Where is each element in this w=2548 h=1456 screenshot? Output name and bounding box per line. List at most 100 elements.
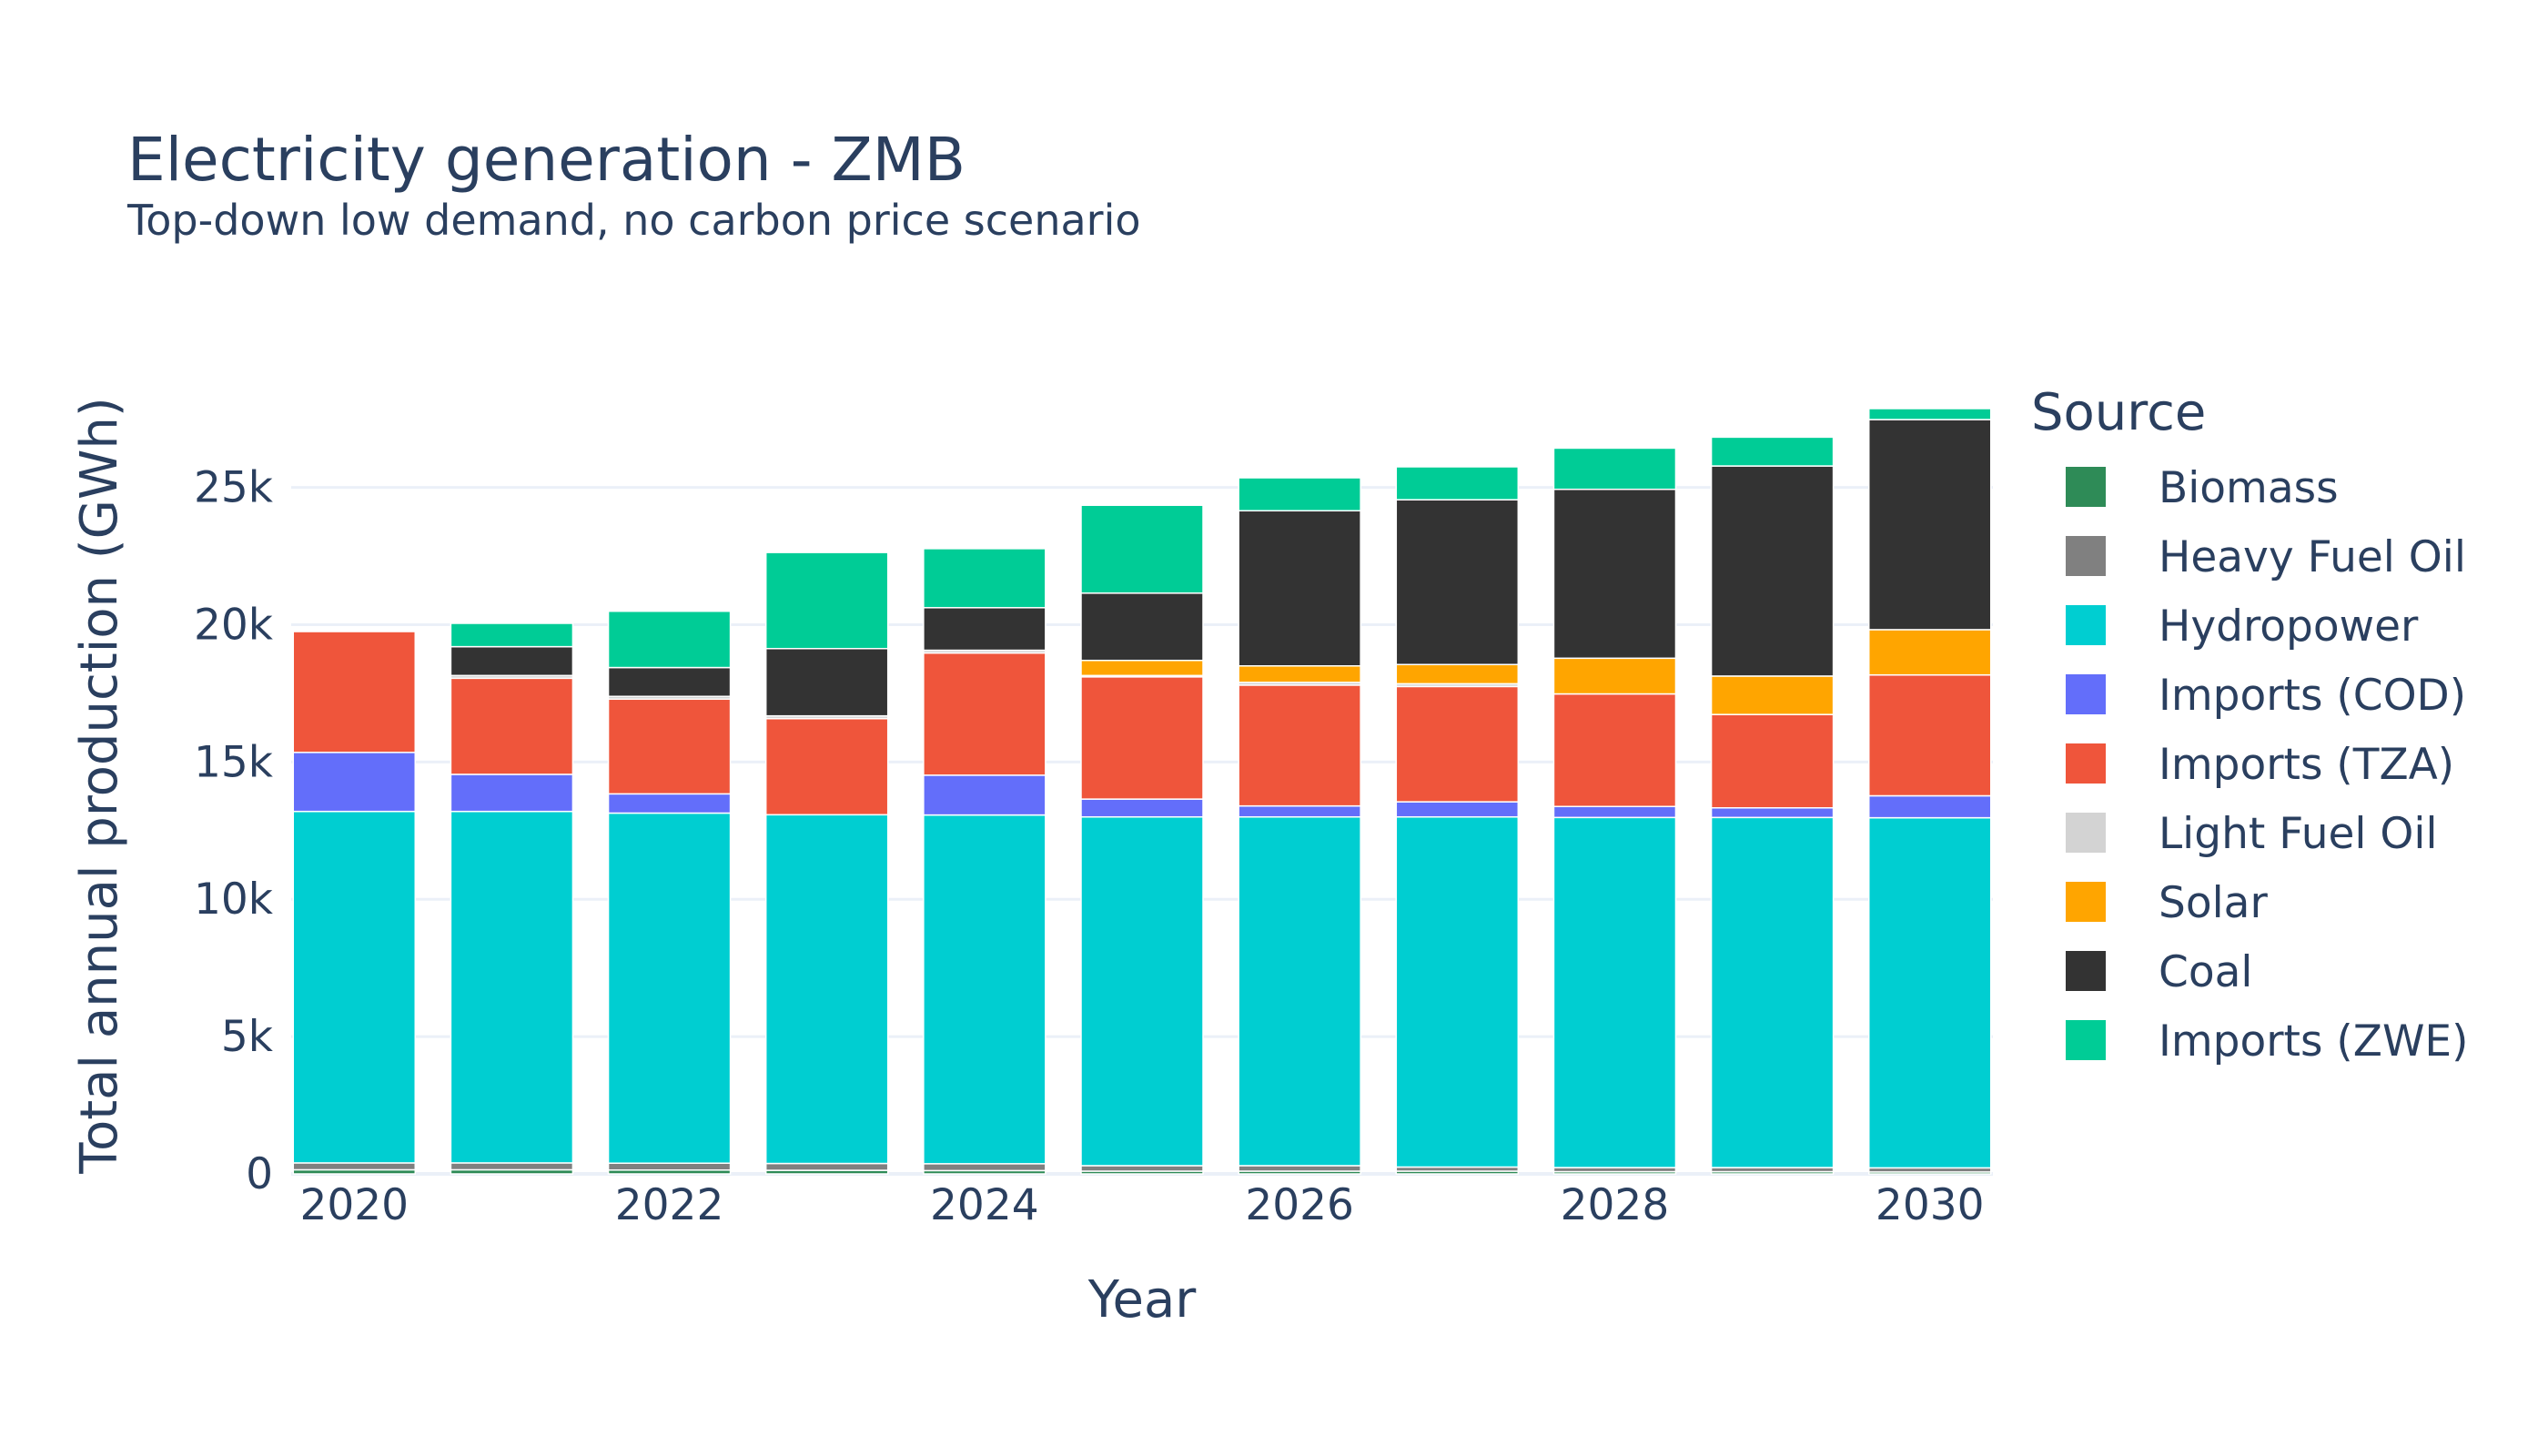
bar-segment: [1552, 816, 1677, 1168]
bar-segment: [607, 793, 732, 814]
legend-item[interactable]: Hydropower: [2066, 602, 2419, 652]
bars: [292, 408, 1992, 1175]
legend-label: Light Fuel Oil: [2159, 809, 2438, 859]
bar-segment: [1552, 693, 1677, 808]
bar-segment: [450, 645, 574, 677]
bar-segment: [1238, 510, 1361, 667]
bar-segment: [1710, 675, 1835, 715]
bar-segment: [1710, 465, 1835, 677]
legend-label: Hydropower: [2159, 602, 2419, 652]
bar-segment: [607, 666, 732, 697]
legend-item[interactable]: Coal: [2066, 947, 2252, 997]
legend-item[interactable]: Light Fuel Oil: [2066, 809, 2438, 859]
legend-swatch: [2066, 743, 2106, 784]
legend-swatch: [2066, 1020, 2106, 1060]
bar-segment: [1238, 804, 1361, 818]
bar-segment: [923, 814, 1046, 1165]
legend-label: Heavy Fuel Oil: [2159, 532, 2466, 582]
y-tick-label: 25k: [194, 463, 274, 513]
y-tick-label: 5k: [221, 1012, 274, 1062]
bar-segment: [764, 814, 889, 1165]
legend-swatch: [2066, 882, 2106, 922]
bar-segment: [1080, 504, 1204, 594]
bar-segment: [1552, 657, 1677, 695]
y-axis-title: Total annual production (GWh): [70, 397, 129, 1175]
x-tick-label: 2030: [1876, 1180, 1985, 1230]
bar-segment: [607, 1162, 732, 1171]
bar-segment: [1867, 419, 1992, 631]
legend-swatch: [2066, 813, 2106, 853]
bar-segment: [1710, 816, 1835, 1168]
bar-segment: [1238, 815, 1361, 1167]
legend: Biomass Heavy Fuel Oil Hydropower Imports (…: [2066, 463, 2468, 1067]
bar-segment: [1395, 685, 1520, 803]
bar-segment: [923, 774, 1046, 816]
legend-item[interactable]: Imports (ZWE): [2066, 1016, 2468, 1067]
legend-item[interactable]: Biomass: [2066, 463, 2339, 513]
bar-segment: [1867, 673, 1992, 797]
bar-segment: [1395, 663, 1520, 685]
bar-segment: [1710, 713, 1835, 809]
bar-segment: [764, 647, 889, 717]
legend-title: Source: [2031, 383, 2206, 442]
y-tick-label: 10k: [194, 875, 274, 925]
bar-segment: [450, 677, 574, 775]
bar-segment: [923, 607, 1046, 652]
legend-item[interactable]: Solar: [2066, 878, 2268, 928]
bar-segment: [923, 652, 1046, 776]
bar-segment: [1080, 659, 1204, 677]
bar-segment: [607, 812, 732, 1164]
legend-label: Imports (ZWE): [2159, 1016, 2468, 1067]
bar-segment: [1080, 815, 1204, 1167]
legend-label: Imports (TZA): [2159, 740, 2454, 790]
bar-segment: [292, 631, 417, 753]
y-tick-label: 15k: [194, 737, 274, 787]
legend-swatch: [2066, 467, 2106, 507]
legend-swatch: [2066, 536, 2106, 576]
legend-label: Biomass: [2159, 463, 2339, 513]
bar-segment: [450, 622, 574, 648]
bar-segment: [292, 1162, 417, 1171]
x-tick-label: 2024: [930, 1180, 1039, 1230]
bar-segment: [1395, 815, 1520, 1168]
x-tick-label: 2022: [615, 1180, 724, 1230]
legend-swatch: [2066, 674, 2106, 714]
legend-swatch: [2066, 951, 2106, 991]
bar-segment: [292, 752, 417, 813]
bar-segment: [1710, 807, 1835, 819]
bar-segment: [923, 1163, 1046, 1172]
bar-segment: [607, 698, 732, 795]
bar-segment: [450, 774, 574, 813]
legend-item[interactable]: Imports (TZA): [2066, 740, 2454, 790]
bar-segment: [1080, 1165, 1204, 1172]
bar-segment: [292, 810, 417, 1164]
bar-segment: [1867, 408, 1992, 420]
legend-label: Imports (COD): [2159, 671, 2466, 721]
bar-segment: [764, 1162, 889, 1171]
bar-segment: [450, 810, 574, 1164]
bar-segment: [1238, 477, 1361, 512]
y-tick-label: 20k: [194, 600, 274, 650]
y-tick-label: 0: [246, 1149, 273, 1199]
x-tick-label: 2020: [299, 1180, 409, 1230]
bar-segment: [1395, 801, 1520, 818]
bar-segment: [1867, 794, 1992, 819]
legend-swatch: [2066, 605, 2106, 645]
bar-segment: [1552, 488, 1677, 660]
x-tick-label: 2028: [1561, 1180, 1670, 1230]
bar-segment: [1080, 798, 1204, 818]
chart-subtitle: Top-down low demand, no carbon price sce…: [126, 196, 1141, 245]
bar-segment: [1867, 629, 1992, 676]
legend-item[interactable]: Heavy Fuel Oil: [2066, 532, 2466, 582]
bar-segment: [1395, 466, 1520, 500]
bar-segment: [1552, 447, 1677, 490]
bar-segment: [1238, 665, 1361, 683]
bar-segment: [450, 1162, 574, 1171]
bar-segment: [764, 717, 889, 816]
bar-segment: [1710, 436, 1835, 467]
bar-segment: [1395, 499, 1520, 665]
chart-title: Electricity generation - ZMB: [127, 125, 966, 195]
legend-item[interactable]: Imports (COD): [2066, 671, 2466, 721]
